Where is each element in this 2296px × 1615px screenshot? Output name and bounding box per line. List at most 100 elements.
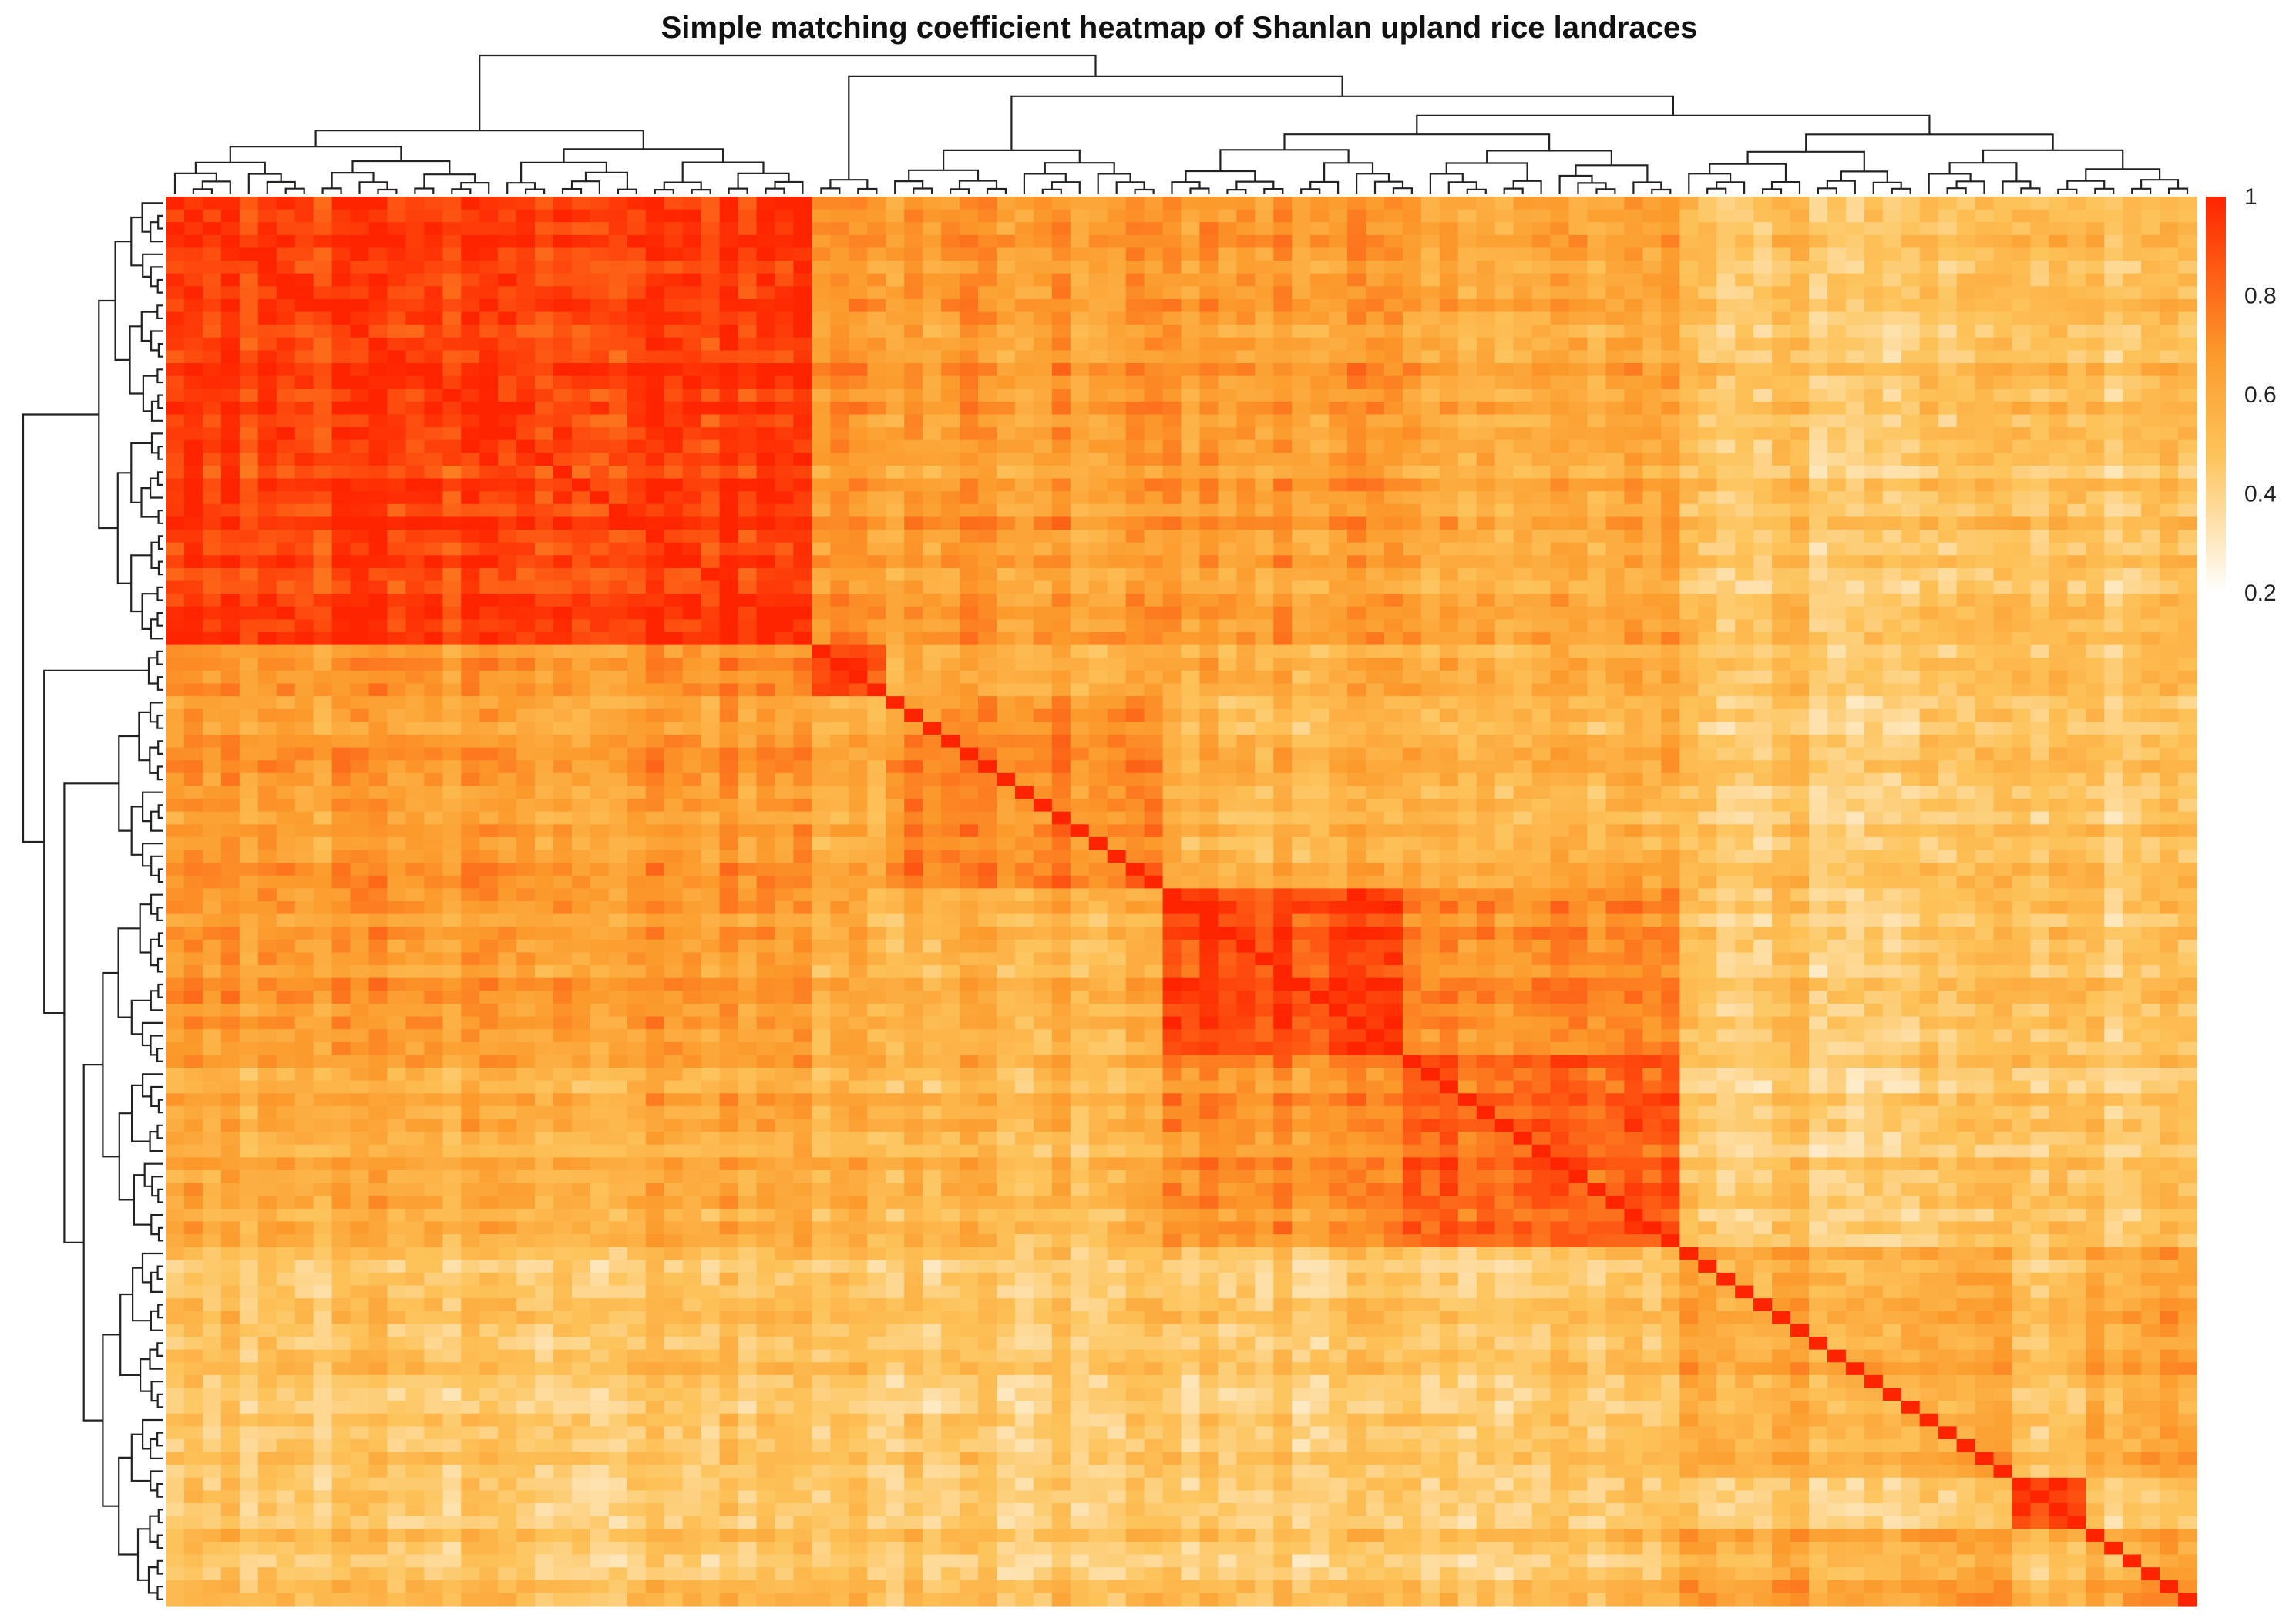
- heatmap-cell: [1033, 555, 1053, 569]
- heatmap-cell: [2141, 747, 2160, 761]
- heatmap-cell: [1476, 325, 1496, 338]
- heatmap-cell: [775, 580, 795, 594]
- heatmap-cell: [775, 298, 795, 313]
- heatmap-cell: [1439, 658, 1459, 671]
- heatmap-cell: [1624, 197, 1643, 210]
- heatmap-cell: [1661, 273, 1680, 287]
- heatmap-cell: [1624, 439, 1643, 453]
- heatmap-cell: [1366, 696, 1385, 710]
- heatmap-cell: [276, 734, 296, 749]
- heatmap-cell: [1457, 337, 1477, 352]
- heatmap-cell: [461, 516, 480, 530]
- heatmap-cell: [627, 491, 647, 505]
- heatmap-cell: [1698, 286, 1717, 300]
- heatmap-cell: [405, 760, 425, 774]
- heatmap-cell: [313, 209, 333, 223]
- heatmap-cell: [1144, 670, 1164, 685]
- heatmap-cell: [1420, 683, 1440, 697]
- heatmap-cell: [1753, 632, 1773, 646]
- heatmap-cell: [2123, 670, 2142, 685]
- heatmap-cell: [1144, 389, 1164, 402]
- heatmap-cell: [664, 708, 684, 722]
- heatmap-cell: [2086, 337, 2105, 352]
- heatmap-cell: [812, 337, 831, 352]
- heatmap-cell: [1494, 375, 1514, 389]
- heatmap-cell: [1420, 734, 1440, 749]
- heatmap-cell: [553, 516, 573, 530]
- heatmap-cell: [405, 658, 425, 671]
- heatmap-cell: [257, 555, 277, 569]
- heatmap-cell: [1587, 683, 1607, 697]
- heatmap-cell: [1938, 606, 1958, 620]
- heatmap-cell: [1162, 465, 1182, 479]
- heatmap-cell: [608, 696, 628, 710]
- heatmap-cell: [1457, 325, 1477, 338]
- heatmap-cell: [1181, 503, 1201, 518]
- heatmap-cell: [2049, 734, 2068, 749]
- heatmap-cell: [1439, 414, 1459, 428]
- heatmap-cell: [2141, 683, 2160, 697]
- heatmap-cell: [701, 567, 721, 582]
- heatmap-cell: [1476, 708, 1496, 722]
- heatmap-cell: [1864, 311, 1884, 325]
- heatmap-cell: [1476, 247, 1496, 261]
- heatmap-cell: [1790, 478, 1810, 492]
- heatmap-cell: [1273, 683, 1293, 697]
- heatmap-cell: [572, 644, 591, 658]
- heatmap-cell: [1402, 708, 1422, 722]
- heatmap-cell: [1587, 567, 1607, 582]
- heatmap-cell: [313, 453, 333, 466]
- heatmap-cell: [1329, 439, 1348, 453]
- heatmap-cell: [738, 286, 758, 300]
- heatmap-cell: [941, 273, 960, 287]
- heatmap-cell: [553, 760, 573, 774]
- heatmap-cell: [719, 747, 739, 761]
- heatmap-cell: [350, 594, 370, 607]
- heatmap-cell: [904, 286, 923, 300]
- heatmap-cell: [701, 427, 721, 441]
- heatmap-cell: [2178, 401, 2197, 416]
- heatmap-cell: [775, 414, 795, 428]
- heatmap-cell: [830, 580, 849, 594]
- heatmap-cell: [331, 516, 351, 530]
- heatmap-cell: [1070, 567, 1090, 582]
- heatmap-cell: [1125, 197, 1145, 210]
- heatmap-cell: [1347, 427, 1367, 441]
- heatmap-cell: [1329, 580, 1348, 594]
- heatmap-cell: [331, 389, 351, 402]
- heatmap-cell: [701, 619, 721, 633]
- heatmap-cell: [1790, 325, 1810, 338]
- heatmap-cell: [1014, 311, 1034, 325]
- heatmap-cell: [442, 311, 462, 325]
- heatmap-cell: [1162, 606, 1182, 620]
- heatmap-cell: [849, 234, 868, 249]
- heatmap-cell: [498, 222, 517, 236]
- heatmap-cell: [1642, 644, 1662, 658]
- heatmap-cell: [1550, 337, 1570, 352]
- heatmap-cell: [812, 567, 831, 582]
- heatmap-cell: [1014, 439, 1034, 453]
- heatmap-cell: [1642, 401, 1662, 416]
- heatmap-cell: [849, 222, 868, 236]
- heatmap-cell: [1901, 606, 1921, 620]
- heatmap-cell: [1975, 247, 1995, 261]
- heatmap-cell: [1144, 542, 1164, 556]
- heatmap-cell: [830, 337, 849, 352]
- heatmap-cell: [1845, 670, 1865, 685]
- heatmap-cell: [886, 414, 905, 428]
- heatmap-cell: [1329, 542, 1348, 556]
- heatmap-cell: [1901, 696, 1921, 710]
- heatmap-cell: [1329, 644, 1348, 658]
- heatmap-cell: [1292, 530, 1311, 543]
- heatmap-cell: [2030, 683, 2049, 697]
- heatmap-cell: [793, 261, 812, 274]
- heatmap-cell: [1014, 337, 1034, 352]
- heatmap-cell: [1919, 286, 1939, 300]
- heatmap-cell: [1144, 209, 1164, 223]
- heatmap-cell: [1550, 298, 1570, 313]
- heatmap-cell: [166, 197, 185, 210]
- heatmap-cell: [1679, 530, 1699, 543]
- heatmap-cell: [923, 414, 942, 428]
- heatmap-cell: [331, 261, 351, 274]
- heatmap-cell: [756, 401, 776, 416]
